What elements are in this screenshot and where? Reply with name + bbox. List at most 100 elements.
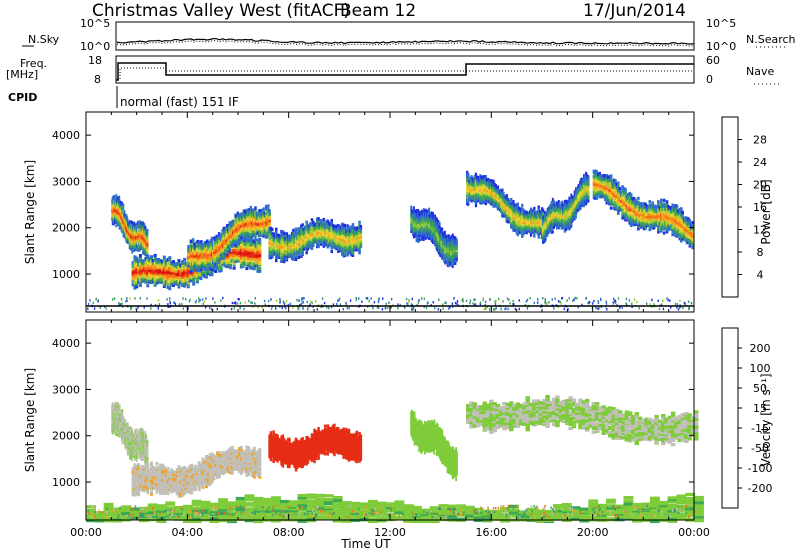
echo-band — [268, 217, 363, 264]
echo-cell — [130, 247, 133, 251]
echo-cell — [155, 261, 159, 265]
echo-cell — [330, 249, 333, 254]
echo-cell — [195, 273, 199, 277]
echo-cell — [177, 259, 181, 263]
echo-cell — [477, 176, 480, 180]
echo-cell — [184, 268, 188, 272]
echo-cell — [441, 227, 444, 231]
echo-cell — [188, 277, 192, 281]
echo-cell — [146, 254, 150, 258]
echo-cell — [153, 267, 157, 271]
echo-cell — [179, 266, 183, 270]
echo-cell — [146, 243, 149, 247]
echo-cell — [151, 272, 155, 276]
echo-cell — [294, 227, 298, 231]
noise-frame — [115, 21, 695, 51]
echo-cell — [133, 269, 137, 273]
echo-cell — [138, 256, 142, 260]
echo-cell — [159, 265, 163, 270]
echo-cell — [157, 275, 161, 279]
echo-cell — [195, 280, 199, 284]
echo-cell — [133, 260, 137, 264]
echo-cell — [183, 281, 186, 286]
echo-cell — [146, 274, 150, 278]
freq-panel: Freq. [MHz] 18 8 60 0 Nave — [6, 54, 780, 86]
echo-cell — [138, 278, 142, 282]
echo-cell — [161, 277, 164, 281]
echo-cell — [194, 267, 197, 271]
echo-cell — [268, 209, 271, 213]
echo-cell — [168, 261, 172, 265]
echo-cell — [474, 172, 478, 176]
echo-cell — [192, 282, 196, 286]
echo-cell — [193, 242, 196, 246]
echo-cell — [144, 227, 147, 232]
echo-cell — [151, 279, 155, 283]
echo-cell — [317, 242, 320, 246]
beam-title: Beam 12 — [340, 1, 416, 21]
echo-cell — [317, 217, 320, 221]
echo-cell — [115, 224, 118, 228]
cpid-label: CPID — [8, 91, 37, 104]
echo-cell — [343, 223, 347, 228]
echo-cell — [135, 263, 139, 268]
echo-cell — [115, 220, 118, 224]
echo-cell — [214, 269, 218, 273]
echo-cell — [148, 257, 152, 261]
noise-right-label: N.Search — [746, 33, 796, 46]
echo-cell — [184, 281, 188, 286]
echo-cell — [151, 274, 155, 278]
echo-cell — [168, 274, 172, 278]
echo-cell — [173, 264, 177, 268]
station-title: Christmas Valley West (fitACF) — [92, 1, 350, 21]
echo-cell — [179, 271, 183, 275]
echo-cell — [297, 227, 300, 231]
echo-cell — [135, 248, 138, 252]
echo-cell — [173, 277, 177, 281]
echo-band — [410, 205, 458, 268]
echo-cell — [148, 278, 152, 282]
echo-cell — [358, 220, 361, 224]
echo-cell — [175, 272, 179, 276]
echo-cell — [146, 260, 150, 264]
echo-cell — [122, 234, 125, 238]
echo-cell — [137, 271, 141, 275]
echo-cell — [164, 278, 168, 282]
echo-cell — [137, 260, 141, 265]
echo-cell — [148, 264, 152, 268]
echo-cell — [144, 225, 147, 230]
echo-cell — [146, 239, 149, 243]
echo-cell — [131, 265, 135, 269]
echo-cell — [162, 260, 166, 264]
noise-right-tick-low: 10^0 — [706, 40, 736, 53]
echo-cell — [157, 260, 161, 264]
echo-cell — [132, 228, 135, 232]
echo-cell — [164, 267, 168, 271]
nave-label: Nave — [746, 65, 774, 78]
echo-cell — [142, 275, 146, 279]
echo-cell — [418, 238, 421, 242]
echo-cell — [155, 269, 159, 273]
echo-cell — [140, 271, 144, 275]
echo-cell — [175, 265, 179, 269]
echo-cell — [297, 255, 300, 259]
echo-cell — [131, 221, 134, 225]
echo-cell — [166, 285, 170, 289]
echo-cell — [197, 274, 201, 279]
echo-cell — [126, 218, 129, 222]
echo-cell — [142, 259, 146, 263]
echo-cell — [161, 263, 164, 267]
echo-cell — [155, 277, 159, 281]
echo-cell — [138, 275, 142, 280]
echo-cell — [267, 204, 270, 208]
echo-cell — [135, 270, 139, 274]
echo-cell — [115, 196, 118, 200]
echo-cell — [146, 231, 149, 235]
echo-cell — [150, 270, 153, 274]
echo-cell — [151, 262, 155, 266]
echo-cell — [162, 255, 166, 259]
echo-cell — [159, 262, 163, 266]
echo-cell — [144, 261, 148, 265]
echo-cell — [172, 283, 175, 287]
